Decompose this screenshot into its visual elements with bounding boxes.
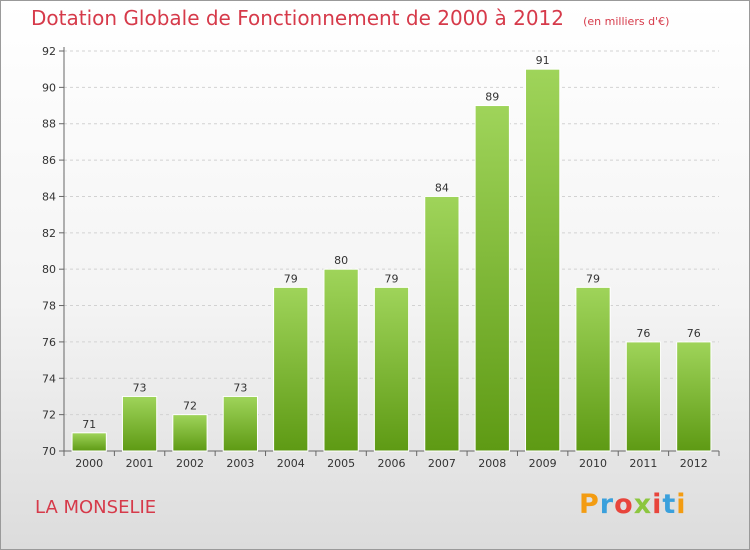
y-tick-label: 70 <box>42 445 56 458</box>
y-tick-label: 82 <box>42 227 56 240</box>
value-label: 89 <box>485 91 499 104</box>
bar-2004 <box>273 286 309 452</box>
logo-letter: r <box>599 489 615 520</box>
chart-title: Dotation Globale de Fonctionnement de 20… <box>31 6 564 30</box>
value-label: 71 <box>82 418 96 431</box>
value-label: 73 <box>133 381 147 394</box>
value-label: 91 <box>536 54 550 67</box>
value-label: 79 <box>385 272 399 285</box>
x-tick-label: 2000 <box>75 457 103 470</box>
location-label: LA MONSELIE <box>35 497 157 518</box>
labels: 2000 71 2001 73 2002 72 2003 73 2004 79 2005 80 2006… <box>75 54 708 470</box>
x-tick-label: 2006 <box>378 457 406 470</box>
bar-2003 <box>222 395 258 452</box>
bar-2005 <box>323 268 359 452</box>
y-tick-label: 84 <box>42 190 56 203</box>
x-tick-label: 2011 <box>629 457 657 470</box>
y-tick-label: 72 <box>42 409 56 422</box>
axes: 70 72 74 76 78 80 82 84 86 88 90 92 <box>42 45 720 458</box>
bar-2011 <box>625 341 662 452</box>
logo-letter: i <box>652 489 663 520</box>
y-tick-label: 88 <box>42 118 56 131</box>
bars <box>71 68 712 452</box>
y-tick-label: 76 <box>42 336 56 349</box>
logo-letter: P <box>579 489 600 520</box>
value-label: 72 <box>183 400 197 413</box>
logo-letter: o <box>614 489 634 520</box>
x-tick-label: 2010 <box>579 457 607 470</box>
y-tick-label: 80 <box>42 263 56 276</box>
bar-2006 <box>373 286 410 452</box>
x-tick-label: 2009 <box>529 457 557 470</box>
value-label: 79 <box>586 272 600 285</box>
value-label: 73 <box>233 381 247 394</box>
y-tick-label: 92 <box>42 45 56 58</box>
x-tick-label: 2004 <box>277 457 305 470</box>
x-tick-label: 2008 <box>478 457 506 470</box>
logo-letter: t <box>662 489 677 520</box>
x-tick-label: 2001 <box>126 457 154 470</box>
logo-letter: x <box>633 489 653 520</box>
bar-2000 <box>71 432 107 452</box>
value-label: 80 <box>334 254 348 267</box>
y-tick-label: 74 <box>42 372 56 385</box>
logo-letter: i <box>676 489 687 520</box>
bar-2010 <box>575 286 611 452</box>
y-tick-label: 86 <box>42 154 56 167</box>
chart-unit: (en milliers d'€) <box>583 15 670 28</box>
bar-2007 <box>424 195 460 452</box>
y-tick-label: 90 <box>42 81 56 94</box>
bar-2008 <box>474 105 510 452</box>
x-tick-label: 2005 <box>327 457 355 470</box>
value-label: 84 <box>435 181 449 194</box>
proxiti-logo: Proxiti <box>579 489 687 520</box>
value-label: 76 <box>636 327 650 340</box>
bar-2009 <box>525 68 561 452</box>
x-tick-label: 2003 <box>226 457 254 470</box>
bar-2001 <box>121 395 158 452</box>
bar-2002 <box>172 414 208 452</box>
y-tick-label: 78 <box>42 300 56 313</box>
value-label: 76 <box>687 327 701 340</box>
chart-header: Dotation Globale de Fonctionnement de 20… <box>31 6 669 30</box>
value-label: 79 <box>284 272 298 285</box>
x-tick-label: 2012 <box>680 457 708 470</box>
x-tick-label: 2002 <box>176 457 204 470</box>
bar-2012 <box>676 341 712 452</box>
x-tick-label: 2007 <box>428 457 456 470</box>
